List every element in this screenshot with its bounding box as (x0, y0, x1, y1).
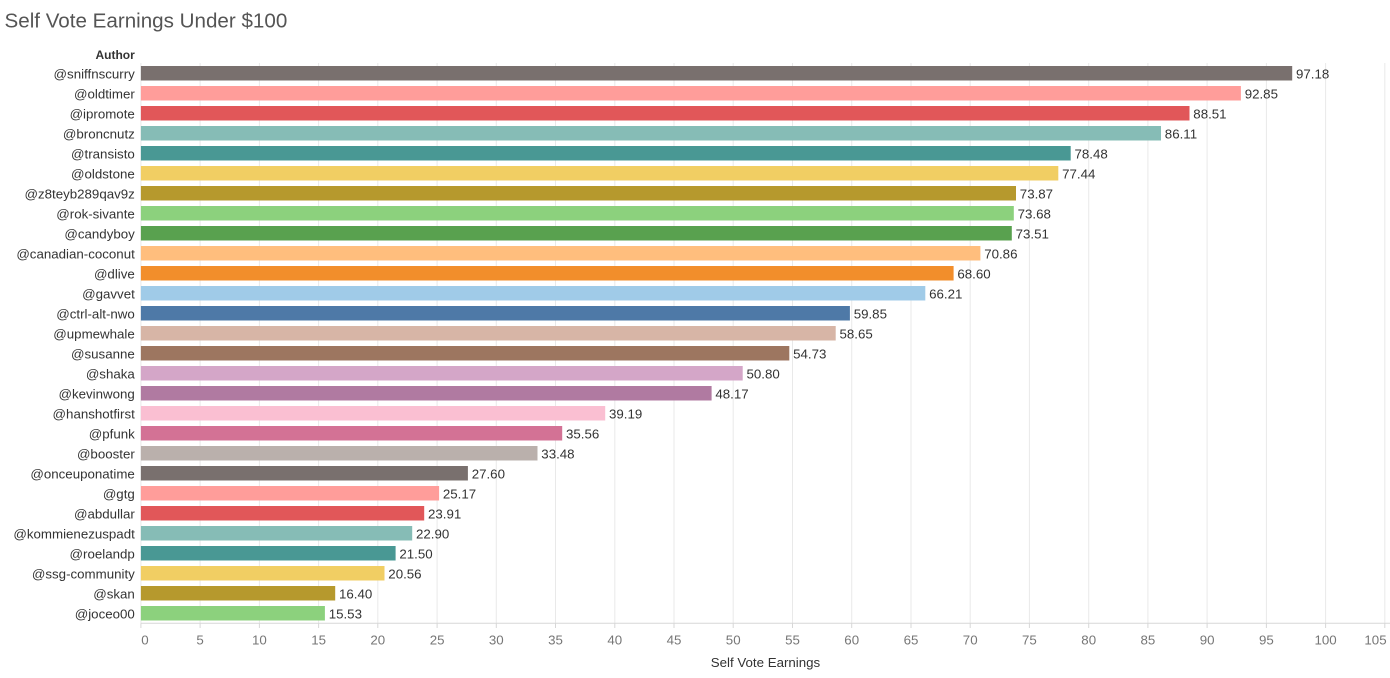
svg-text:60: 60 (844, 633, 859, 648)
svg-text:@shaka: @shaka (86, 366, 136, 381)
svg-text:Author: Author (95, 48, 135, 62)
svg-text:@kommienezuspadt: @kommienezuspadt (13, 526, 135, 541)
svg-text:23.91: 23.91 (428, 507, 461, 522)
svg-text:Self Vote Earnings Under $100: Self Vote Earnings Under $100 (5, 9, 288, 32)
svg-text:@gtg: @gtg (103, 486, 135, 501)
svg-text:@susanne: @susanne (71, 346, 135, 361)
svg-text:@pfunk: @pfunk (89, 426, 135, 441)
svg-text:35.56: 35.56 (566, 427, 599, 442)
svg-text:70.86: 70.86 (984, 247, 1017, 262)
svg-text:50: 50 (726, 633, 741, 648)
svg-text:@ctrl-alt-nwo: @ctrl-alt-nwo (56, 306, 135, 321)
svg-text:45: 45 (667, 633, 682, 648)
svg-text:@rok-sivante: @rok-sivante (56, 206, 135, 221)
svg-text:Self Vote Earnings: Self Vote Earnings (711, 655, 821, 670)
svg-text:50.80: 50.80 (747, 367, 780, 382)
svg-text:25: 25 (430, 633, 445, 648)
svg-text:@abdullar: @abdullar (74, 506, 135, 521)
svg-text:@candyboy: @candyboy (64, 226, 135, 241)
svg-text:@skan: @skan (93, 586, 135, 601)
svg-text:@z8teyb289qav9z: @z8teyb289qav9z (24, 186, 134, 201)
svg-text:88.51: 88.51 (1193, 107, 1226, 122)
svg-text:@oldtimer: @oldtimer (74, 86, 135, 101)
svg-text:100: 100 (1315, 633, 1337, 648)
svg-text:68.60: 68.60 (957, 267, 990, 282)
svg-text:73.51: 73.51 (1016, 227, 1049, 242)
svg-text:66.21: 66.21 (929, 287, 962, 302)
svg-text:15: 15 (311, 633, 326, 648)
svg-text:55: 55 (785, 633, 800, 648)
svg-text:78.48: 78.48 (1075, 147, 1108, 162)
svg-text:105: 105 (1364, 633, 1386, 648)
svg-text:@onceuponatime: @onceuponatime (30, 466, 134, 481)
svg-text:30: 30 (489, 633, 504, 648)
svg-text:@gavvet: @gavvet (82, 286, 135, 301)
svg-text:20: 20 (370, 633, 385, 648)
svg-text:73.68: 73.68 (1018, 207, 1051, 222)
svg-text:21.50: 21.50 (399, 547, 432, 562)
svg-text:0: 0 (141, 633, 148, 648)
svg-text:@ipromote: @ipromote (70, 106, 135, 121)
svg-text:54.73: 54.73 (793, 347, 826, 362)
svg-text:39.19: 39.19 (609, 407, 642, 422)
svg-text:75: 75 (1022, 633, 1037, 648)
svg-text:@dlive: @dlive (94, 266, 135, 281)
svg-text:15.53: 15.53 (329, 607, 362, 622)
svg-text:@hanshotfirst: @hanshotfirst (53, 406, 136, 421)
svg-text:@ssg-community: @ssg-community (32, 566, 135, 581)
svg-text:48.17: 48.17 (715, 387, 748, 402)
svg-text:90: 90 (1200, 633, 1215, 648)
svg-text:@upmewhale: @upmewhale (53, 326, 135, 341)
svg-text:22.90: 22.90 (416, 527, 449, 542)
svg-text:59.85: 59.85 (854, 307, 887, 322)
svg-text:@booster: @booster (77, 446, 135, 461)
svg-text:58.65: 58.65 (840, 327, 873, 342)
svg-text:85: 85 (1141, 633, 1156, 648)
svg-text:20.56: 20.56 (388, 567, 421, 582)
svg-text:@broncnutz: @broncnutz (63, 126, 135, 141)
svg-text:@roelandp: @roelandp (70, 546, 135, 561)
svg-text:92.85: 92.85 (1245, 87, 1278, 102)
svg-text:97.18: 97.18 (1296, 67, 1329, 82)
svg-text:40: 40 (607, 633, 622, 648)
svg-text:35: 35 (548, 633, 563, 648)
svg-text:25.17: 25.17 (443, 487, 476, 502)
svg-text:27.60: 27.60 (472, 467, 505, 482)
svg-text:@kevinwong: @kevinwong (58, 386, 134, 401)
svg-text:@canadian-coconut: @canadian-coconut (16, 246, 135, 261)
svg-text:@transisto: @transisto (71, 146, 135, 161)
svg-text:16.40: 16.40 (339, 587, 372, 602)
svg-text:@joceo00: @joceo00 (75, 606, 135, 621)
svg-text:86.11: 86.11 (1165, 127, 1197, 142)
svg-text:@oldstone: @oldstone (71, 166, 135, 181)
svg-text:65: 65 (904, 633, 919, 648)
svg-text:5: 5 (196, 633, 203, 648)
svg-text:@sniffnscurry: @sniffnscurry (54, 66, 136, 81)
svg-text:73.87: 73.87 (1020, 187, 1053, 202)
svg-text:95: 95 (1259, 633, 1274, 648)
svg-text:77.44: 77.44 (1062, 167, 1095, 182)
svg-text:10: 10 (252, 633, 267, 648)
svg-text:70: 70 (963, 633, 978, 648)
svg-text:33.48: 33.48 (541, 447, 574, 462)
svg-text:80: 80 (1081, 633, 1096, 648)
